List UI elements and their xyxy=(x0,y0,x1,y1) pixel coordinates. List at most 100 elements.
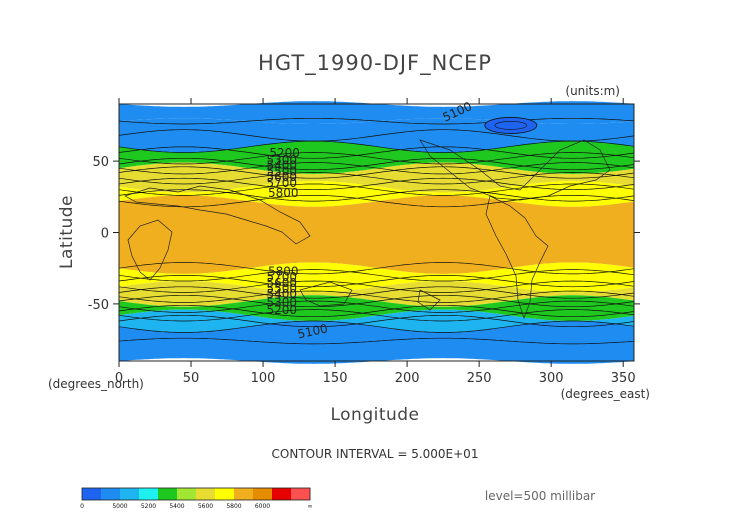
contour-line xyxy=(119,195,634,208)
x-axis-title: Longitude xyxy=(330,405,419,425)
colorbar-label: 5800 xyxy=(226,503,241,510)
coastline xyxy=(417,289,441,311)
contour-line xyxy=(119,166,634,179)
colorbar-swatch xyxy=(253,488,273,500)
colorbar-swatch xyxy=(158,488,178,500)
colorbar-label: 5000 xyxy=(112,503,127,510)
contour-label: 5300 xyxy=(267,153,298,167)
coastlines xyxy=(124,139,611,320)
colorbar-swatch xyxy=(272,488,292,500)
colorbar-swatch xyxy=(101,488,121,500)
chart-title: HGT_1990-DJF_NCEP xyxy=(258,51,492,76)
contour-band xyxy=(119,295,634,321)
contour-line xyxy=(119,262,634,275)
contour-line xyxy=(119,314,634,328)
contour-label: 5600 xyxy=(267,276,298,290)
contour-line xyxy=(119,129,634,142)
colorbar-swatch xyxy=(139,488,159,500)
contour-line xyxy=(119,309,634,322)
contour-label: 5200 xyxy=(267,303,298,317)
x-tick-label: 50 xyxy=(183,371,200,386)
contour-line xyxy=(119,294,634,308)
colorbar-swatch xyxy=(215,488,235,500)
contour-line xyxy=(119,337,634,345)
contour-line xyxy=(119,286,634,299)
coastline xyxy=(124,185,311,245)
colorbar-label: 0 xyxy=(80,503,84,510)
colorbar-label: ∞ xyxy=(308,503,313,510)
plot-area: 5100510052005300540055005600570058005800… xyxy=(88,98,640,386)
contour-line xyxy=(119,117,634,125)
contour-label: 5600 xyxy=(267,170,298,184)
contour-band xyxy=(119,195,634,274)
contour-line xyxy=(119,290,634,303)
contour-band xyxy=(119,141,634,174)
contour-interval-note: CONTOUR INTERVAL = 5.000E+01 xyxy=(272,447,479,461)
contour-line xyxy=(119,320,634,333)
level-note: level=500 millibar xyxy=(485,489,595,503)
x-tick-label: 150 xyxy=(323,371,348,386)
contour-label: 5300 xyxy=(267,296,298,310)
low-center-inner xyxy=(494,121,528,130)
contour-line xyxy=(119,183,634,196)
colorbar: 0 5000 5200 5400 5600 5800 6000 ∞ xyxy=(80,487,313,510)
contour-line xyxy=(119,140,634,153)
contour-band xyxy=(119,262,634,293)
y-unit-label: (degrees_north) xyxy=(48,377,144,391)
colorbar-frame xyxy=(81,487,311,501)
contour-band xyxy=(119,162,634,193)
x-tick-label: 0 xyxy=(115,371,123,386)
colorbar-swatch xyxy=(291,488,311,500)
contour-band xyxy=(119,321,634,364)
x-tick-label: 350 xyxy=(611,371,636,386)
contour-label: 5100 xyxy=(296,321,329,341)
coastline xyxy=(485,195,549,320)
x-tick-label: 250 xyxy=(467,371,492,386)
contour-line xyxy=(119,157,634,171)
contour-line xyxy=(119,269,634,282)
contour-line xyxy=(119,146,634,159)
contour-label: 5400 xyxy=(267,159,298,173)
contour-label: 5700 xyxy=(267,176,298,190)
contour-label: 5700 xyxy=(267,270,298,284)
coastline xyxy=(419,139,611,201)
contour-labels: 5100510052005300540055005600570058005800… xyxy=(267,99,475,341)
contour-label: 5500 xyxy=(267,281,298,295)
coastline xyxy=(299,281,353,307)
colorbar-label: 5200 xyxy=(141,503,156,510)
contour-line xyxy=(119,304,634,318)
contour-label: 5800 xyxy=(268,264,299,278)
contour-line xyxy=(119,189,634,202)
contour-label: 5800 xyxy=(268,186,299,200)
colorbar-swatch xyxy=(120,488,140,500)
contour-line xyxy=(119,300,634,313)
contour-line xyxy=(119,172,634,185)
colorbar-swatch xyxy=(82,488,102,500)
contour-line xyxy=(119,177,634,191)
contour-label: 5400 xyxy=(267,287,298,301)
contour-line xyxy=(119,274,634,288)
y-tick-label: 50 xyxy=(92,155,109,170)
x-tick-label: 200 xyxy=(395,371,420,386)
contour-line xyxy=(119,152,634,165)
colorbar-label: 5600 xyxy=(198,503,213,510)
x-tick-label: 300 xyxy=(539,371,564,386)
colorbar-label: 5400 xyxy=(169,503,184,510)
contour-label: 5200 xyxy=(269,146,300,160)
contour-band xyxy=(119,181,634,207)
units-label: (units:m) xyxy=(565,84,620,98)
colorbar-label: 6000 xyxy=(255,503,270,510)
contour-label: 5500 xyxy=(267,164,298,178)
low-center xyxy=(484,117,538,134)
x-tick-label: 100 xyxy=(251,371,276,386)
coastline xyxy=(127,219,173,281)
contour-lines xyxy=(119,117,634,345)
x-unit-label: (degrees_east) xyxy=(561,387,650,401)
colorbar-swatch xyxy=(196,488,216,500)
contour-line xyxy=(119,280,634,293)
y-tick-label: -50 xyxy=(88,298,109,313)
y-axis-title: Latitude xyxy=(57,195,77,269)
contour-line xyxy=(119,162,634,175)
y-tick-label: 0 xyxy=(101,227,109,242)
